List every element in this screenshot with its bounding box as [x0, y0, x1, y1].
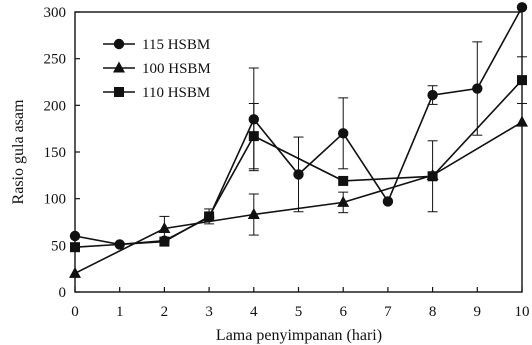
x-tick-label: 4 — [250, 304, 258, 320]
data-point-110-hsbm — [517, 75, 527, 86]
legend-label-100-hsbm: 100 HSBM — [142, 61, 211, 77]
data-point-115-hsbm — [338, 128, 349, 139]
data-point-100-hsbm — [247, 208, 260, 220]
x-tick-label: 2 — [161, 304, 169, 320]
x-tick-label: 0 — [71, 304, 79, 320]
data-point-100-hsbm — [337, 195, 350, 207]
x-tick-label: 8 — [429, 304, 437, 320]
x-tick-label: 7 — [384, 304, 392, 320]
data-point-115-hsbm — [516, 2, 528, 13]
x-tick-label: 3 — [205, 304, 213, 320]
legend-marker-110-hsbm — [114, 87, 124, 97]
y-tick-label: 150 — [44, 145, 67, 161]
data-point-115-hsbm — [472, 83, 483, 94]
legend-marker-115-hsbm — [113, 38, 125, 50]
data-point-110-hsbm — [427, 171, 438, 182]
data-point-115-hsbm — [69, 230, 81, 242]
x-axis-title: Lama penyimpanan (hari) — [216, 327, 382, 344]
y-tick-label: 0 — [59, 285, 67, 301]
data-point-110-hsbm — [204, 211, 215, 222]
data-point-100-hsbm — [69, 266, 81, 278]
x-tick-label: 1 — [116, 304, 124, 320]
y-tick-label: 50 — [51, 238, 66, 254]
data-point-110-hsbm — [70, 242, 80, 253]
x-tick-label: 6 — [339, 304, 347, 320]
y-tick-label: 300 — [44, 5, 67, 21]
y-tick-label: 200 — [44, 98, 67, 114]
data-point-100-hsbm — [516, 115, 528, 127]
data-point-115-hsbm — [293, 169, 304, 180]
series-line-100-hsbm — [74, 121, 523, 275]
data-point-110-hsbm — [159, 236, 170, 247]
legend-marker-100-hsbm — [113, 61, 125, 73]
data-point-100-hsbm — [158, 222, 171, 234]
y-tick-label: 250 — [44, 52, 67, 68]
x-tick-label: 9 — [474, 304, 482, 320]
y-axis-title: Rasio gula asam — [10, 99, 27, 204]
x-tick-label: 10 — [515, 304, 530, 320]
legend-label-115-hsbm: 115 HSBM — [142, 37, 210, 53]
x-tick-label: 5 — [295, 304, 303, 320]
data-point-110-hsbm — [338, 175, 349, 186]
y-tick-label: 100 — [44, 192, 67, 208]
data-point-110-hsbm — [248, 131, 259, 142]
legend: 115 HSBM 100 HSBM 110 HSBM — [103, 37, 211, 101]
legend-label-110-hsbm: 110 HSBM — [142, 85, 210, 101]
data-point-115-hsbm — [382, 196, 394, 207]
data-point-115-hsbm — [427, 89, 438, 101]
